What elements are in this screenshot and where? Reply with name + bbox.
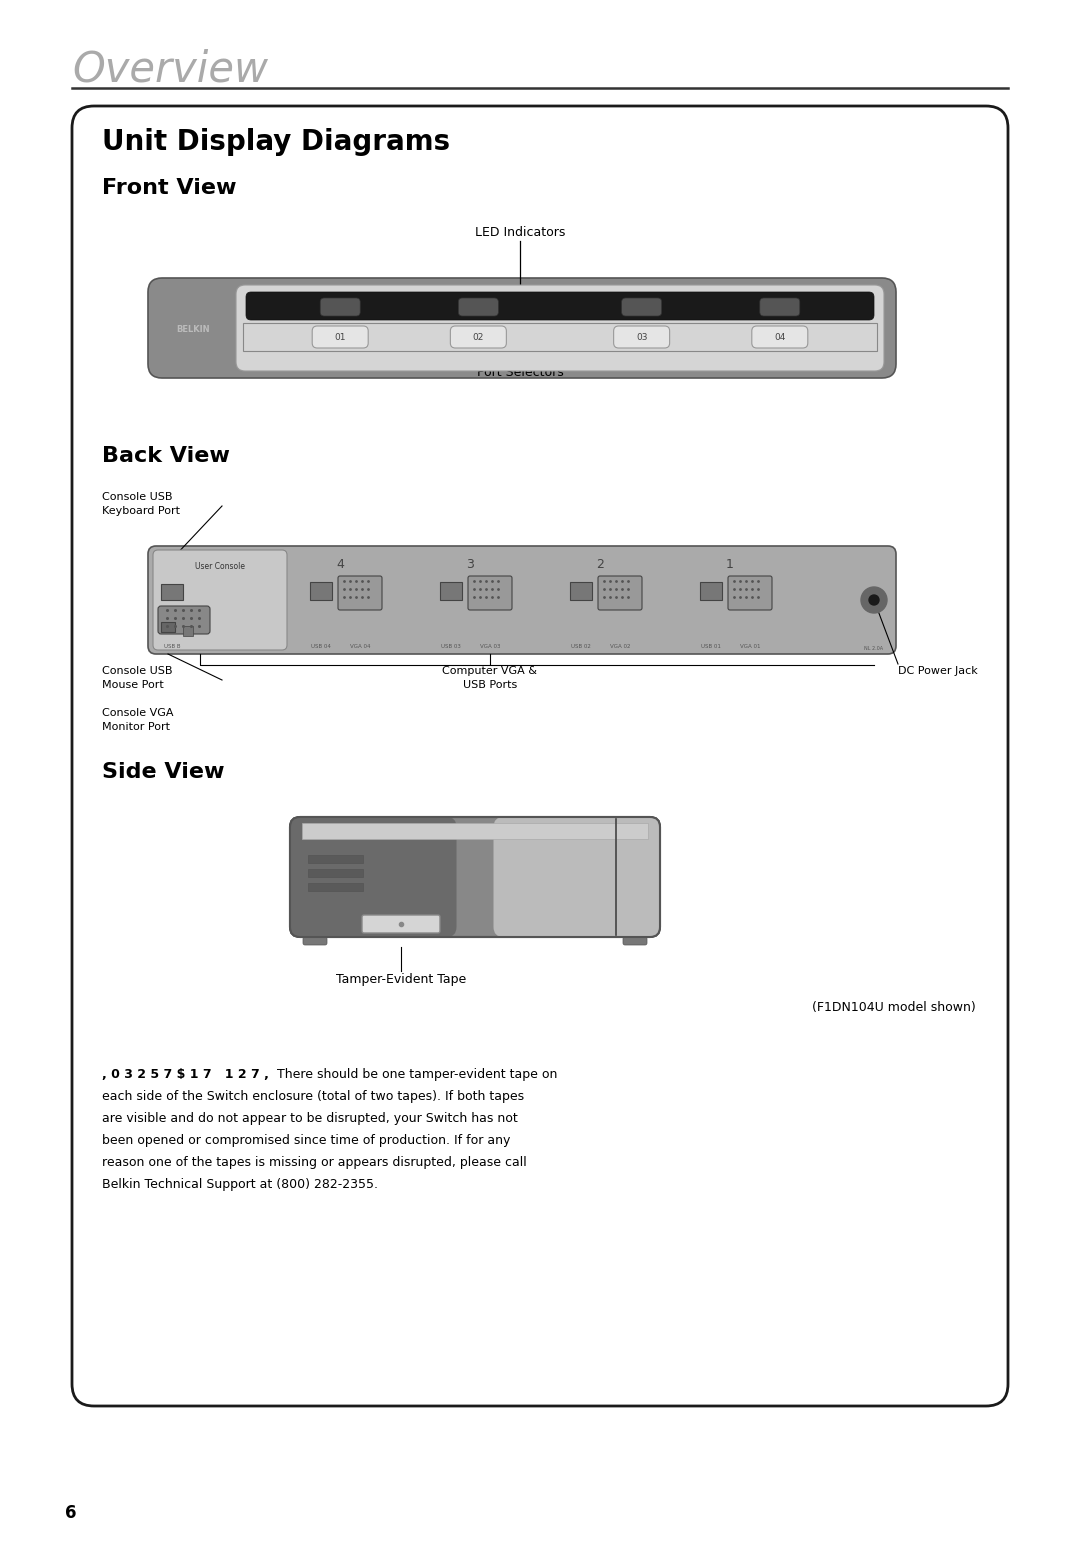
Bar [308,854,363,864]
Text: 01: 01 [335,333,346,342]
FancyBboxPatch shape [623,938,647,945]
FancyBboxPatch shape [246,291,874,321]
Text: Computer VGA &
USB Ports: Computer VGA & USB Ports [443,666,538,689]
FancyBboxPatch shape [598,577,642,611]
Text: DC Power Jack: DC Power Jack [897,666,977,675]
Text: Overview: Overview [72,48,268,89]
Text: Belkin Technical Support at (800) 282-2355.: Belkin Technical Support at (800) 282-23… [102,1178,378,1190]
Text: reason one of the tapes is missing or appears disrupted, please call: reason one of the tapes is missing or ap… [102,1156,527,1169]
Text: Side View: Side View [102,762,225,782]
Text: USB 02: USB 02 [571,645,591,649]
Circle shape [869,595,879,604]
FancyBboxPatch shape [760,298,800,316]
Text: 4: 4 [336,558,343,571]
Text: VGA 03: VGA 03 [480,645,500,649]
FancyBboxPatch shape [320,298,361,316]
Text: 6: 6 [65,1503,77,1522]
Bar [308,870,363,877]
Text: USB 01: USB 01 [701,645,721,649]
Text: Console USB
Keyboard Port: Console USB Keyboard Port [102,492,180,517]
FancyBboxPatch shape [362,914,440,933]
Text: 3: 3 [467,558,474,571]
Text: 04: 04 [774,333,785,342]
FancyBboxPatch shape [338,577,382,611]
Circle shape [861,588,887,614]
Text: (F1DN104U model shown): (F1DN104U model shown) [812,1001,976,1015]
Bar [161,584,183,600]
Text: Port Selectors: Port Selectors [476,365,564,379]
Text: LED Indicators: LED Indicators [475,227,565,239]
FancyBboxPatch shape [728,577,772,611]
Text: been opened or compromised since time of production. If for any: been opened or compromised since time of… [102,1133,511,1147]
FancyBboxPatch shape [613,325,670,348]
Text: USB 03: USB 03 [441,645,461,649]
FancyBboxPatch shape [291,817,660,938]
Bar [440,581,462,600]
FancyBboxPatch shape [458,298,498,316]
Text: Back View: Back View [102,446,230,466]
Text: Unit Display Diagrams: Unit Display Diagrams [102,128,450,156]
Text: VGA 04: VGA 04 [350,645,370,649]
Text: USB 04: USB 04 [311,645,330,649]
FancyBboxPatch shape [312,325,368,348]
FancyBboxPatch shape [468,577,512,611]
Bar [308,884,363,891]
FancyBboxPatch shape [450,325,507,348]
FancyBboxPatch shape [72,106,1008,1406]
Bar [183,626,193,635]
Text: BELKIN: BELKIN [176,324,210,333]
Text: VGA 02: VGA 02 [610,645,631,649]
FancyBboxPatch shape [752,325,808,348]
Text: Console USB
Mouse Port: Console USB Mouse Port [102,666,173,689]
Text: USB B: USB B [164,645,180,649]
Text: each side of the Switch enclosure (total of two tapes). If both tapes: each side of the Switch enclosure (total… [102,1090,524,1103]
Bar [570,581,592,600]
FancyBboxPatch shape [148,278,896,378]
FancyBboxPatch shape [153,550,287,651]
Text: 2: 2 [596,558,604,571]
Text: Front View: Front View [102,177,237,197]
FancyBboxPatch shape [291,817,457,938]
FancyBboxPatch shape [622,298,662,316]
FancyBboxPatch shape [148,546,896,654]
Text: Console VGA
Monitor Port: Console VGA Monitor Port [102,708,174,732]
FancyBboxPatch shape [494,817,660,938]
Bar [302,823,648,839]
Text: are visible and do not appear to be disrupted, your Switch has not: are visible and do not appear to be disr… [102,1112,517,1126]
Text: 1: 1 [726,558,734,571]
Text: VGA 01: VGA 01 [740,645,760,649]
FancyBboxPatch shape [303,938,327,945]
FancyBboxPatch shape [237,285,885,372]
Text: 03: 03 [636,333,647,342]
Bar [310,581,332,600]
Text: User Console: User Console [195,561,245,571]
Text: 02: 02 [473,333,484,342]
Text: NL 2.0A: NL 2.0A [864,646,883,651]
FancyBboxPatch shape [158,606,210,634]
Bar [700,581,723,600]
Bar [161,621,175,632]
Text: There should be one tamper-evident tape on: There should be one tamper-evident tape … [276,1069,557,1081]
Text: , 0 3 2 5 7 $ 1 7   1 2 7 ,: , 0 3 2 5 7 $ 1 7 1 2 7 , [102,1069,269,1081]
Bar [243,322,877,352]
Text: Tamper-Evident Tape: Tamper-Evident Tape [336,973,467,985]
